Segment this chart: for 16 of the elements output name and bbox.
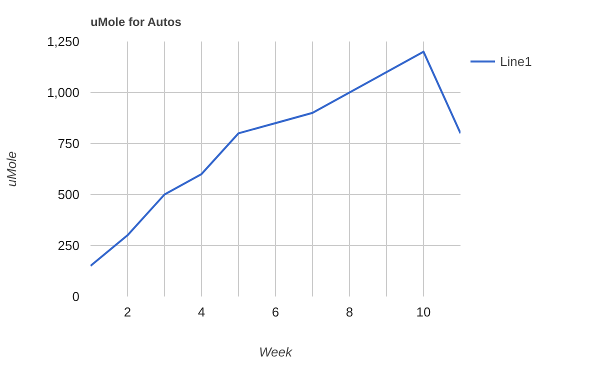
x-tick-label: 4 (198, 304, 206, 320)
y-tick-label: 500 (58, 187, 80, 202)
x-tick-label: 10 (416, 304, 431, 320)
x-tick-label: 2 (124, 304, 132, 320)
x-axis-title: Week (259, 344, 294, 360)
y-tick-label: 250 (58, 238, 80, 253)
line-series (90, 50, 460, 267)
chart-title: uMole for Autos (90, 15, 182, 29)
y-tick-label: 0 (72, 289, 80, 304)
legend-label: Line1 (500, 54, 532, 68)
y-tick-label: 750 (58, 136, 80, 151)
x-tick-label: 6 (272, 304, 280, 320)
x-tick-label: 8 (346, 304, 354, 320)
y-tick-label: 1,250 (46, 34, 80, 49)
y-tick-label: 1,000 (46, 85, 80, 100)
y-axis-title: uMole (4, 151, 19, 187)
